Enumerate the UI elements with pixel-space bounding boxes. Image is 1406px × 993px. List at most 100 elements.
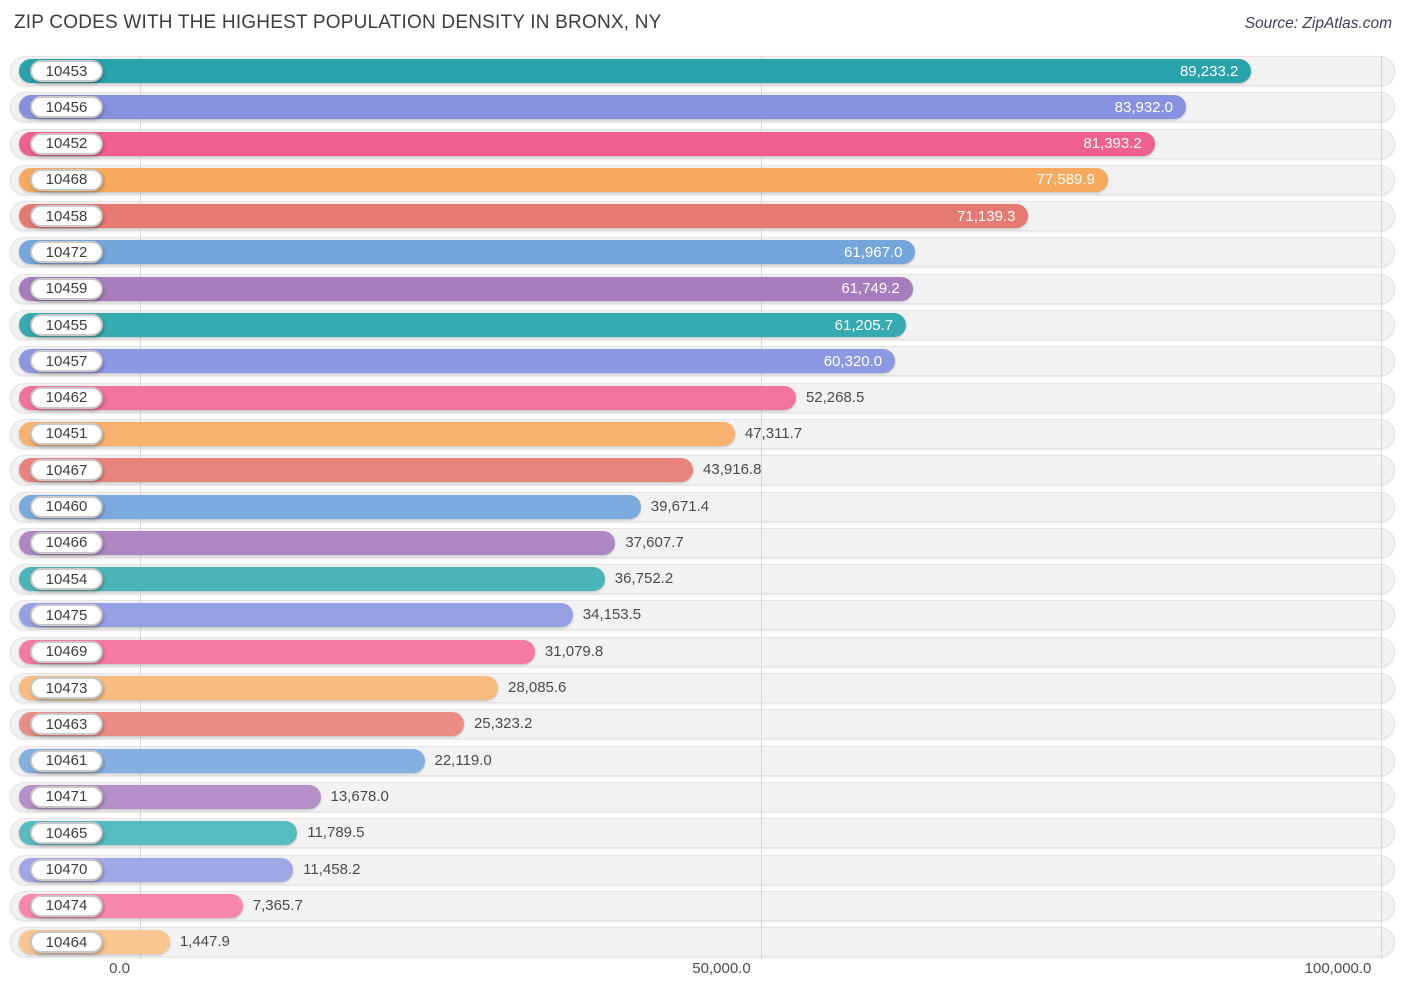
value-label: 11,458.2: [303, 860, 361, 878]
bar-row: 81,393.2 10452: [10, 128, 1395, 159]
bar: [19, 567, 605, 592]
zip-code-pill: 10460: [30, 495, 103, 518]
bar: 61,967.0: [19, 240, 916, 265]
zip-code-pill: 10464: [30, 931, 103, 954]
zip-code-pill: 10475: [30, 604, 103, 627]
source-credit: Source: ZipAtlas.com: [1244, 15, 1392, 32]
bar-row: 61,749.2 10459: [10, 273, 1395, 304]
zip-code-pill: 10467: [30, 459, 103, 482]
value-label: 13,678.0: [330, 787, 389, 805]
bar: [19, 530, 616, 555]
bar: 60,320.0: [19, 349, 896, 374]
zip-code-pill: 10468: [30, 168, 103, 191]
bar-row: 36,752.2 10454: [10, 564, 1395, 595]
value-label: 89,233.2: [1179, 62, 1239, 80]
zip-code-pill: 10463: [30, 713, 103, 736]
zip-code-pill: 10473: [30, 677, 103, 700]
zip-code-pill: 10470: [30, 858, 103, 881]
bar-row: 37,607.7 10466: [10, 527, 1395, 558]
zip-code-pill: 10465: [30, 822, 103, 845]
bar: [19, 603, 573, 628]
bar-row: 11,789.5 10465: [10, 818, 1395, 849]
bar-row: 7,365.7 10474: [10, 890, 1395, 921]
gridline: [760, 56, 762, 959]
bar-row: 89,233.2 10453: [10, 56, 1395, 86]
zip-code-pill: 10474: [30, 894, 103, 917]
value-label: 77,589.9: [1036, 171, 1095, 189]
zip-code-pill: 10454: [30, 568, 103, 591]
zip-code-pill: 10455: [30, 314, 103, 337]
value-label: 43,916.8: [703, 461, 762, 479]
value-label: 39,671.4: [650, 497, 710, 515]
zip-code-pill: 10452: [30, 132, 103, 155]
value-label: 71,139.3: [957, 207, 1016, 225]
value-label: 61,205.7: [834, 316, 894, 334]
bar-row: 1,447.9 10464: [10, 927, 1395, 958]
zip-code-pill: 10456: [30, 96, 103, 119]
value-label: 47,311.7: [744, 424, 803, 442]
bar: 71,139.3: [19, 204, 1029, 229]
value-label: 60,320.0: [823, 352, 883, 370]
value-label: 28,085.6: [508, 679, 567, 697]
bar: [19, 494, 641, 519]
bar: 83,932.0: [19, 95, 1187, 120]
zip-code-pill: 10462: [30, 386, 103, 409]
bar-chart-plot-area: 89,233.2 10453 83,932.0 10456 81,393.2 10452 7…: [10, 56, 1395, 963]
zip-code-pill: 10471: [30, 785, 103, 808]
value-label: 22,119.0: [434, 751, 492, 769]
value-label: 37,607.7: [625, 533, 684, 551]
bar-row: 28,085.6 10473: [10, 673, 1395, 704]
value-label: 61,967.0: [844, 243, 903, 261]
value-label: 81,393.2: [1083, 135, 1142, 153]
x-axis-tick: 50,000.0: [692, 960, 751, 977]
value-label: 11,789.5: [307, 824, 365, 842]
zip-code-pill: 10459: [30, 277, 103, 300]
value-label: 83,932.0: [1114, 98, 1174, 116]
bar-row: 25,323.2 10463: [10, 709, 1395, 740]
bar-row: 52,268.5 10462: [10, 382, 1395, 413]
bar-row: 43,916.8 10467: [10, 455, 1395, 486]
bar: [19, 639, 535, 664]
bar: 61,205.7: [19, 313, 907, 338]
bar-row: 34,153.5 10475: [10, 600, 1395, 631]
value-label: 25,323.2: [473, 715, 533, 733]
zip-code-pill: 10461: [30, 749, 103, 772]
gridline: [1381, 56, 1383, 959]
bar-row: 39,671.4 10460: [10, 491, 1395, 522]
bar-row: 83,932.0 10456: [10, 92, 1395, 123]
bar-row: 31,079.8 10469: [10, 636, 1395, 667]
value-label: 36,752.2: [614, 570, 674, 588]
bar: 61,749.2: [19, 276, 913, 301]
bar: 89,233.2: [19, 59, 1252, 83]
zip-code-pill: 10451: [30, 422, 103, 445]
bar: 77,589.9: [19, 167, 1108, 192]
bar-row: 22,119.0 10461: [10, 745, 1395, 776]
bar-row: 60,320.0 10457: [10, 346, 1395, 377]
bar-row: 71,139.3 10458: [10, 201, 1395, 232]
value-label: 52,268.5: [805, 388, 865, 406]
zip-code-pill: 10458: [30, 205, 103, 228]
zip-code-pill: 10466: [30, 531, 103, 554]
zip-code-pill: 10453: [30, 60, 103, 82]
bar-row: 61,967.0 10472: [10, 237, 1395, 268]
bar-row: 77,589.9 10468: [10, 164, 1395, 195]
value-label: 1,447.9: [179, 933, 230, 951]
chart-title: ZIP CODES WITH THE HIGHEST POPULATION DE…: [14, 12, 662, 33]
zip-code-pill: 10472: [30, 241, 103, 264]
value-label: 34,153.5: [582, 606, 642, 624]
bar: [19, 458, 694, 483]
value-label: 31,079.8: [544, 642, 604, 660]
x-axis-tick: 100,000.0: [1304, 960, 1372, 977]
zip-code-pill: 10457: [30, 350, 103, 373]
bar: 81,393.2: [19, 131, 1155, 156]
bar-row: 47,311.7 10451: [10, 418, 1395, 449]
bar-row: 13,678.0 10471: [10, 781, 1395, 812]
bar: [19, 385, 796, 410]
bar-row: 61,205.7 10455: [10, 310, 1395, 341]
bar-row: 11,458.2 10470: [10, 854, 1395, 885]
x-axis-tick: 0.0: [109, 960, 130, 977]
value-label: 61,749.2: [841, 280, 900, 298]
bar: [19, 421, 735, 446]
value-label: 7,365.7: [252, 896, 303, 914]
zip-code-pill: 10469: [30, 640, 103, 663]
